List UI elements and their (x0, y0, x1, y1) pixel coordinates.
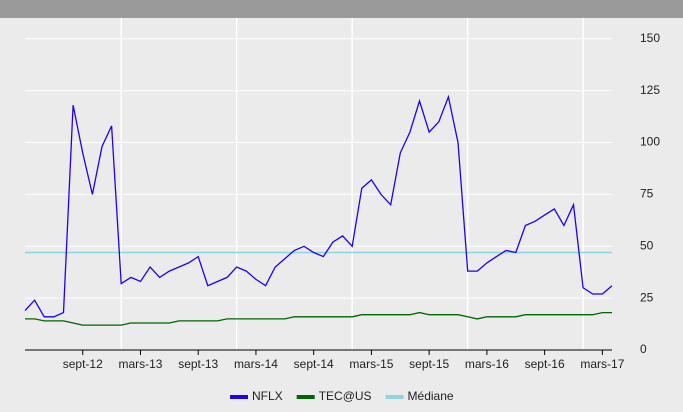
x-tick-label: sept-15 (409, 357, 449, 371)
legend-swatch (230, 395, 248, 399)
x-tick-label: sept-14 (294, 357, 334, 371)
y-tick-label: 25 (640, 290, 654, 304)
y-tick-label: 75 (640, 187, 654, 201)
legend-label: Médiane (408, 389, 454, 403)
series-line (25, 311, 612, 326)
x-tick-label: mars-13 (118, 357, 162, 371)
x-tick-label: mars-15 (349, 357, 393, 371)
y-tick-label: 125 (640, 83, 660, 97)
y-tick-label: 150 (640, 31, 660, 45)
y-tick-label: 50 (640, 238, 654, 252)
x-tick-label: mars-17 (580, 357, 624, 371)
x-tick-label: mars-16 (465, 357, 509, 371)
legend-label: NFLX (252, 389, 283, 403)
series-line (24, 94, 613, 318)
x-tick-label: sept-16 (525, 357, 565, 371)
x-tick-label: sept-12 (63, 357, 103, 371)
header-bar (0, 0, 683, 18)
y-tick-label: 100 (640, 135, 660, 149)
legend-swatch (385, 395, 404, 399)
legend-swatch (296, 395, 315, 399)
legend-label: TEC@US (319, 389, 372, 403)
x-tick-label: sept-13 (178, 357, 218, 371)
y-tick-label: 0 (640, 342, 647, 356)
x-tick-label: mars-14 (234, 357, 278, 371)
